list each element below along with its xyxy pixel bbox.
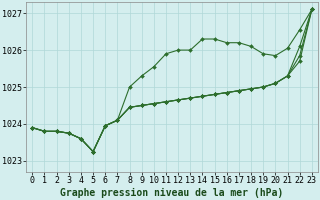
- X-axis label: Graphe pression niveau de la mer (hPa): Graphe pression niveau de la mer (hPa): [60, 188, 284, 198]
